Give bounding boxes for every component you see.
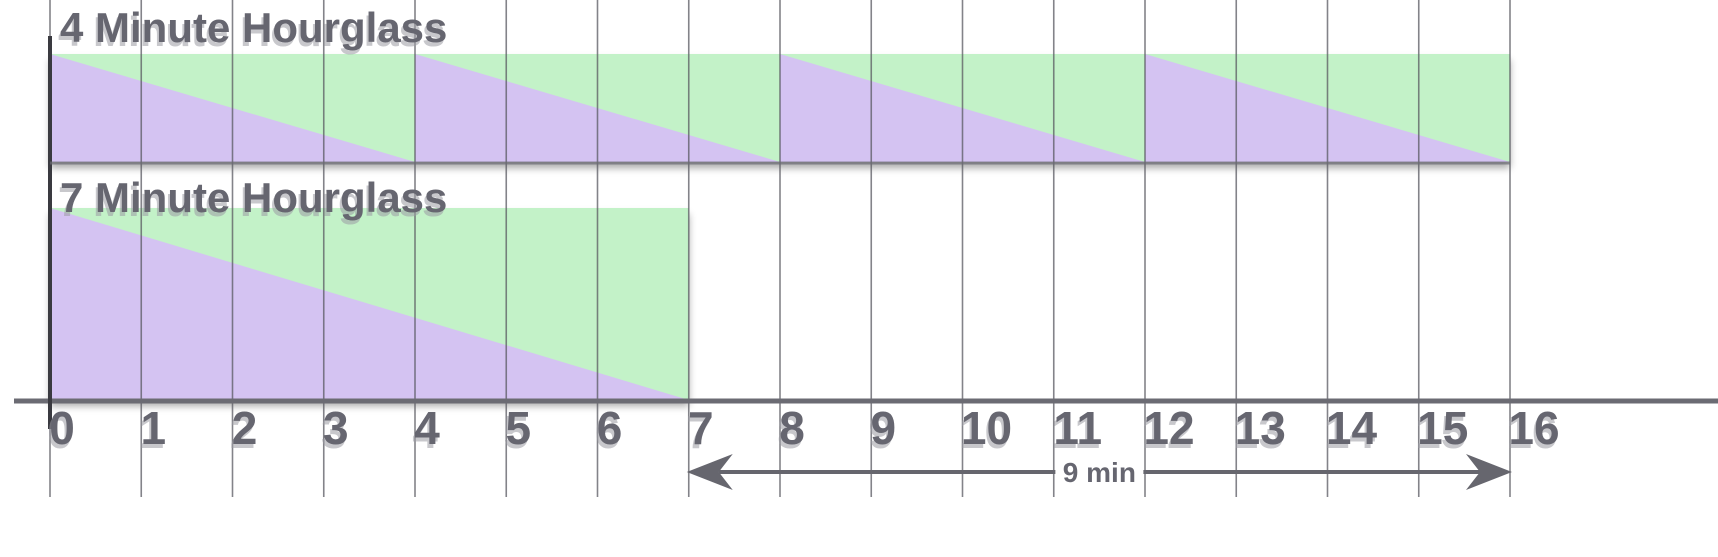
tick-label-12: 12	[1143, 402, 1194, 454]
tick-label-3: 3	[323, 402, 349, 454]
hourglass-title-7: 7 Minute Hourglass	[60, 174, 447, 221]
tick-label-shadow-6: 6	[595, 406, 621, 458]
hourglass-title-4: 4 Minute Hourglass	[60, 4, 447, 51]
tick-label-1: 1	[140, 402, 166, 454]
tick-label-shadow-7: 7	[686, 406, 712, 458]
tick-label-shadow-16: 16	[1506, 406, 1557, 458]
tick-label-shadow-2: 2	[230, 406, 256, 458]
sand-remaining-7-cycle-1	[50, 208, 689, 400]
tick-label-shadow-4: 4	[412, 406, 438, 458]
tick-label-shadow-5: 5	[503, 406, 529, 458]
tick-label-7: 7	[688, 402, 714, 454]
tick-label-shadow-1: 1	[138, 406, 164, 458]
span-arrowhead-left	[686, 454, 733, 490]
hourglass-title-4-shadow: 4 Minute Hourglass	[58, 8, 445, 55]
tick-label-13: 13	[1235, 402, 1286, 454]
tick-label-0: 0	[49, 402, 75, 454]
tick-label-11: 11	[1053, 402, 1102, 454]
tick-label-shadow-11: 11	[1051, 406, 1100, 458]
tick-label-2: 2	[232, 402, 258, 454]
tick-label-shadow-15: 15	[1415, 406, 1466, 458]
tick-label-15: 15	[1417, 402, 1468, 454]
span-label-background	[1055, 454, 1144, 488]
tick-label-shadow-13: 13	[1233, 406, 1284, 458]
tick-label-5: 5	[505, 402, 531, 454]
duration-span: 9 min	[686, 454, 1512, 490]
tick-label-4: 4	[414, 402, 440, 454]
tick-label-14: 14	[1326, 402, 1378, 454]
tick-label-shadow-10: 10	[959, 406, 1010, 458]
tick-label-9: 9	[870, 402, 896, 454]
tick-label-shadow-9: 9	[868, 406, 894, 458]
tick-label-shadow-12: 12	[1141, 406, 1192, 458]
tick-label-16: 16	[1508, 402, 1559, 454]
hourglass-title-7-shadow: 7 Minute Hourglass	[58, 178, 445, 225]
time-axis	[14, 36, 1718, 429]
tick-label-8: 8	[779, 402, 805, 454]
tick-label-shadow-14: 14	[1324, 406, 1376, 458]
tick-label-6: 6	[597, 402, 623, 454]
tick-label-10: 10	[961, 402, 1012, 454]
tick-label-shadow-0: 0	[47, 406, 73, 458]
tick-label-shadow-8: 8	[777, 406, 803, 458]
span-arrowhead-right	[1466, 454, 1512, 490]
span-label: 9 min	[1063, 457, 1136, 488]
hourglass-band-7	[50, 208, 689, 400]
tick-label-shadow-3: 3	[321, 406, 347, 458]
